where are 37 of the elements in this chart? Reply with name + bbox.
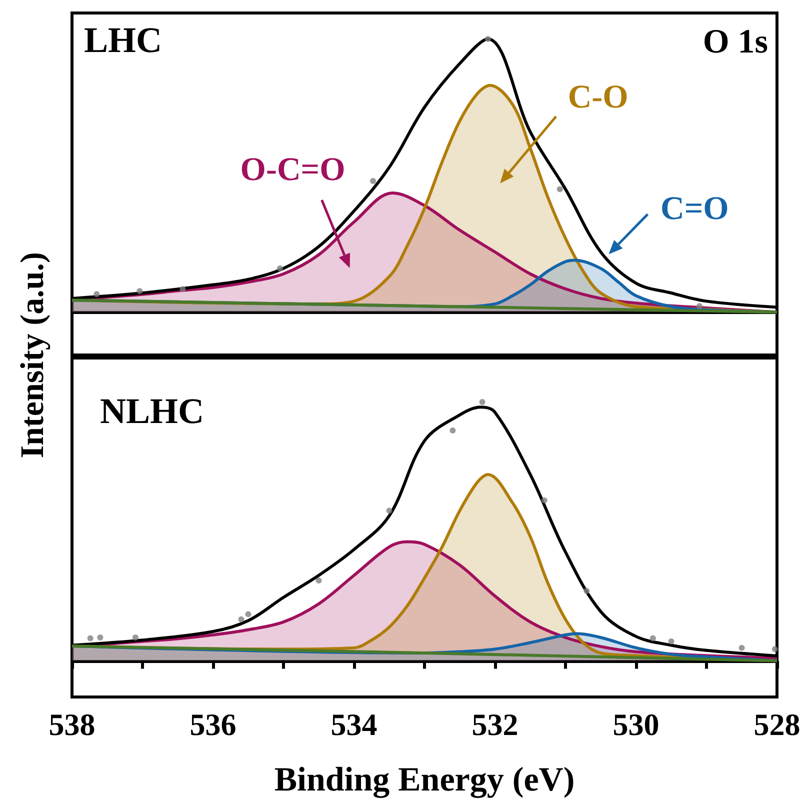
chart-title: LHC (84, 20, 162, 60)
point (97, 634, 104, 640)
point (370, 178, 376, 184)
chart-title: NLHC (100, 391, 204, 431)
point (276, 265, 283, 272)
x-tick-label: 536 (190, 707, 236, 742)
x-axis-title: Binding Energy (eV) (274, 762, 575, 798)
point (136, 288, 143, 294)
point (316, 578, 322, 584)
point (180, 286, 186, 292)
point (668, 638, 674, 644)
point (484, 36, 491, 42)
x-tick-label: 538 (48, 707, 96, 742)
x-tick-label: 532 (472, 707, 518, 742)
point (132, 634, 138, 640)
point (772, 646, 778, 652)
point (650, 635, 656, 642)
point (696, 303, 702, 310)
annotation: O 1s (702, 24, 768, 60)
legend-label: C=O (660, 191, 729, 228)
point (479, 398, 486, 405)
point (245, 611, 252, 618)
point (238, 616, 244, 622)
point (94, 291, 100, 298)
point (541, 497, 548, 504)
point (450, 427, 456, 434)
x-tick-label: 528 (754, 707, 800, 742)
series-label: O-C=O (240, 152, 346, 188)
point (556, 186, 563, 192)
x-tick-label: 530 (612, 707, 660, 742)
point (584, 588, 590, 594)
point (386, 508, 392, 514)
y-axis-title: Intensity (a.u.) (14, 252, 52, 458)
series-label: C-O (568, 79, 628, 116)
point (87, 635, 94, 642)
x-tick-label: 534 (330, 707, 378, 742)
point (738, 644, 745, 651)
